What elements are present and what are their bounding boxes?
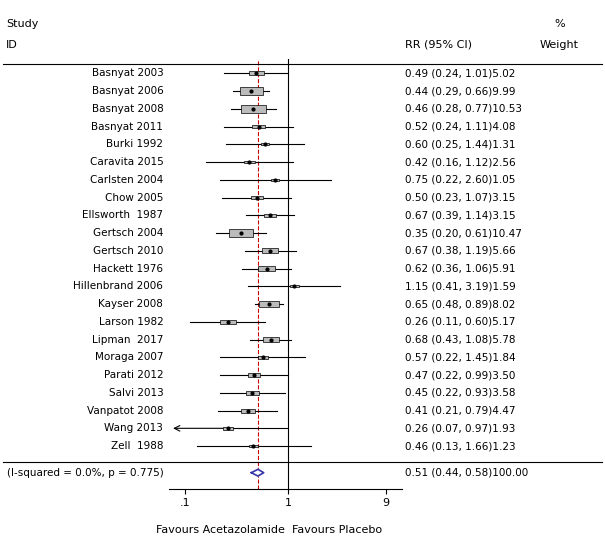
Text: 0.49 (0.24, 1.01)5.02: 0.49 (0.24, 1.01)5.02 bbox=[405, 68, 515, 78]
Text: 0.26 (0.11, 0.60)5.17: 0.26 (0.11, 0.60)5.17 bbox=[405, 317, 515, 327]
Text: 1.15 (0.41, 3.19)1.59: 1.15 (0.41, 3.19)1.59 bbox=[405, 281, 516, 291]
Bar bbox=[290, 285, 299, 287]
Text: 0.41 (0.21, 0.79)4.47: 0.41 (0.21, 0.79)4.47 bbox=[405, 405, 516, 416]
Text: Basnyat 2011: Basnyat 2011 bbox=[91, 121, 163, 132]
Bar bbox=[241, 105, 266, 113]
Bar bbox=[271, 179, 279, 181]
Bar bbox=[263, 337, 279, 342]
Polygon shape bbox=[251, 469, 264, 476]
Text: Ellsworth  1987: Ellsworth 1987 bbox=[82, 211, 163, 220]
Text: Basnyat 2003: Basnyat 2003 bbox=[91, 68, 163, 78]
Text: 0.26 (0.07, 0.97)1.93: 0.26 (0.07, 0.97)1.93 bbox=[405, 423, 515, 433]
Text: Gertsch 2004: Gertsch 2004 bbox=[93, 228, 163, 238]
Bar bbox=[251, 196, 263, 199]
Text: 0.60 (0.25, 1.44)1.31: 0.60 (0.25, 1.44)1.31 bbox=[405, 139, 516, 149]
Text: Weight: Weight bbox=[540, 40, 579, 49]
Text: 0.50 (0.23, 1.07)3.15: 0.50 (0.23, 1.07)3.15 bbox=[405, 193, 515, 202]
Bar bbox=[258, 356, 267, 359]
Text: 0.65 (0.48, 0.89)8.02: 0.65 (0.48, 0.89)8.02 bbox=[405, 299, 515, 309]
Text: 0.46 (0.28, 0.77)10.53: 0.46 (0.28, 0.77)10.53 bbox=[405, 104, 522, 114]
Bar bbox=[248, 373, 261, 377]
Text: 0.45 (0.22, 0.93)3.58: 0.45 (0.22, 0.93)3.58 bbox=[405, 388, 516, 398]
Text: ID: ID bbox=[6, 40, 18, 49]
Text: 0.68 (0.43, 1.08)5.78: 0.68 (0.43, 1.08)5.78 bbox=[405, 335, 516, 345]
Text: Vanpatot 2008: Vanpatot 2008 bbox=[87, 405, 163, 416]
Text: 0.35 (0.20, 0.61)10.47: 0.35 (0.20, 0.61)10.47 bbox=[405, 228, 522, 238]
Bar bbox=[220, 320, 235, 324]
Bar bbox=[246, 391, 258, 395]
Text: 0.42 (0.16, 1.12)2.56: 0.42 (0.16, 1.12)2.56 bbox=[405, 157, 516, 167]
Text: Overall  (I-squared = 0.0%, p = 0.775): Overall (I-squared = 0.0%, p = 0.775) bbox=[0, 468, 163, 478]
Text: 0.47 (0.22, 0.99)3.50: 0.47 (0.22, 0.99)3.50 bbox=[405, 370, 515, 380]
Bar bbox=[249, 445, 258, 447]
Bar bbox=[240, 88, 263, 95]
Text: Basnyat 2008: Basnyat 2008 bbox=[91, 104, 163, 114]
Bar bbox=[229, 229, 253, 237]
Text: 0.67 (0.38, 1.19)5.66: 0.67 (0.38, 1.19)5.66 bbox=[405, 246, 516, 256]
Text: 0.51 (0.44, 0.58)100.00: 0.51 (0.44, 0.58)100.00 bbox=[405, 468, 529, 478]
Text: Basnyat 2006: Basnyat 2006 bbox=[91, 86, 163, 96]
Text: Favours Placebo: Favours Placebo bbox=[292, 525, 382, 535]
Bar bbox=[252, 125, 266, 128]
Text: 0.44 (0.29, 0.66)9.99: 0.44 (0.29, 0.66)9.99 bbox=[405, 86, 516, 96]
Text: Hillenbrand 2006: Hillenbrand 2006 bbox=[73, 281, 163, 291]
Text: Salvi 2013: Salvi 2013 bbox=[109, 388, 163, 398]
Text: Lipman  2017: Lipman 2017 bbox=[92, 335, 163, 345]
Text: 0.57 (0.22, 1.45)1.84: 0.57 (0.22, 1.45)1.84 bbox=[405, 352, 516, 362]
Bar bbox=[258, 266, 275, 271]
Text: 0.67 (0.39, 1.14)3.15: 0.67 (0.39, 1.14)3.15 bbox=[405, 211, 516, 220]
Text: 0.52 (0.24, 1.11)4.08: 0.52 (0.24, 1.11)4.08 bbox=[405, 121, 516, 132]
Bar bbox=[223, 427, 233, 430]
Text: Zell  1988: Zell 1988 bbox=[111, 441, 163, 451]
Text: Study: Study bbox=[6, 19, 39, 30]
Text: Parati 2012: Parati 2012 bbox=[103, 370, 163, 380]
Text: 0.46 (0.13, 1.66)1.23: 0.46 (0.13, 1.66)1.23 bbox=[405, 441, 516, 451]
Text: 0.75 (0.22, 2.60)1.05: 0.75 (0.22, 2.60)1.05 bbox=[405, 175, 515, 185]
Text: Favours Acetazolamide: Favours Acetazolamide bbox=[156, 525, 285, 535]
Bar bbox=[244, 161, 255, 163]
Bar bbox=[249, 71, 264, 75]
Text: %: % bbox=[554, 19, 564, 30]
Text: Larson 1982: Larson 1982 bbox=[99, 317, 163, 327]
Text: Gertsch 2010: Gertsch 2010 bbox=[93, 246, 163, 256]
Text: Hackett 1976: Hackett 1976 bbox=[93, 264, 163, 273]
Bar bbox=[264, 214, 276, 217]
Bar bbox=[241, 409, 255, 412]
Text: Burki 1992: Burki 1992 bbox=[106, 139, 163, 149]
Text: Caravita 2015: Caravita 2015 bbox=[90, 157, 163, 167]
Text: Carlsten 2004: Carlsten 2004 bbox=[90, 175, 163, 185]
Bar bbox=[261, 143, 269, 146]
Text: Wang 2013: Wang 2013 bbox=[105, 423, 163, 433]
Text: 0.62 (0.36, 1.06)5.91: 0.62 (0.36, 1.06)5.91 bbox=[405, 264, 516, 273]
Text: Kayser 2008: Kayser 2008 bbox=[99, 299, 163, 309]
Text: RR (95% CI): RR (95% CI) bbox=[405, 40, 473, 49]
Bar bbox=[259, 301, 279, 307]
Text: Moraga 2007: Moraga 2007 bbox=[95, 352, 163, 362]
Text: Chow 2005: Chow 2005 bbox=[105, 193, 163, 202]
Bar bbox=[262, 249, 278, 253]
